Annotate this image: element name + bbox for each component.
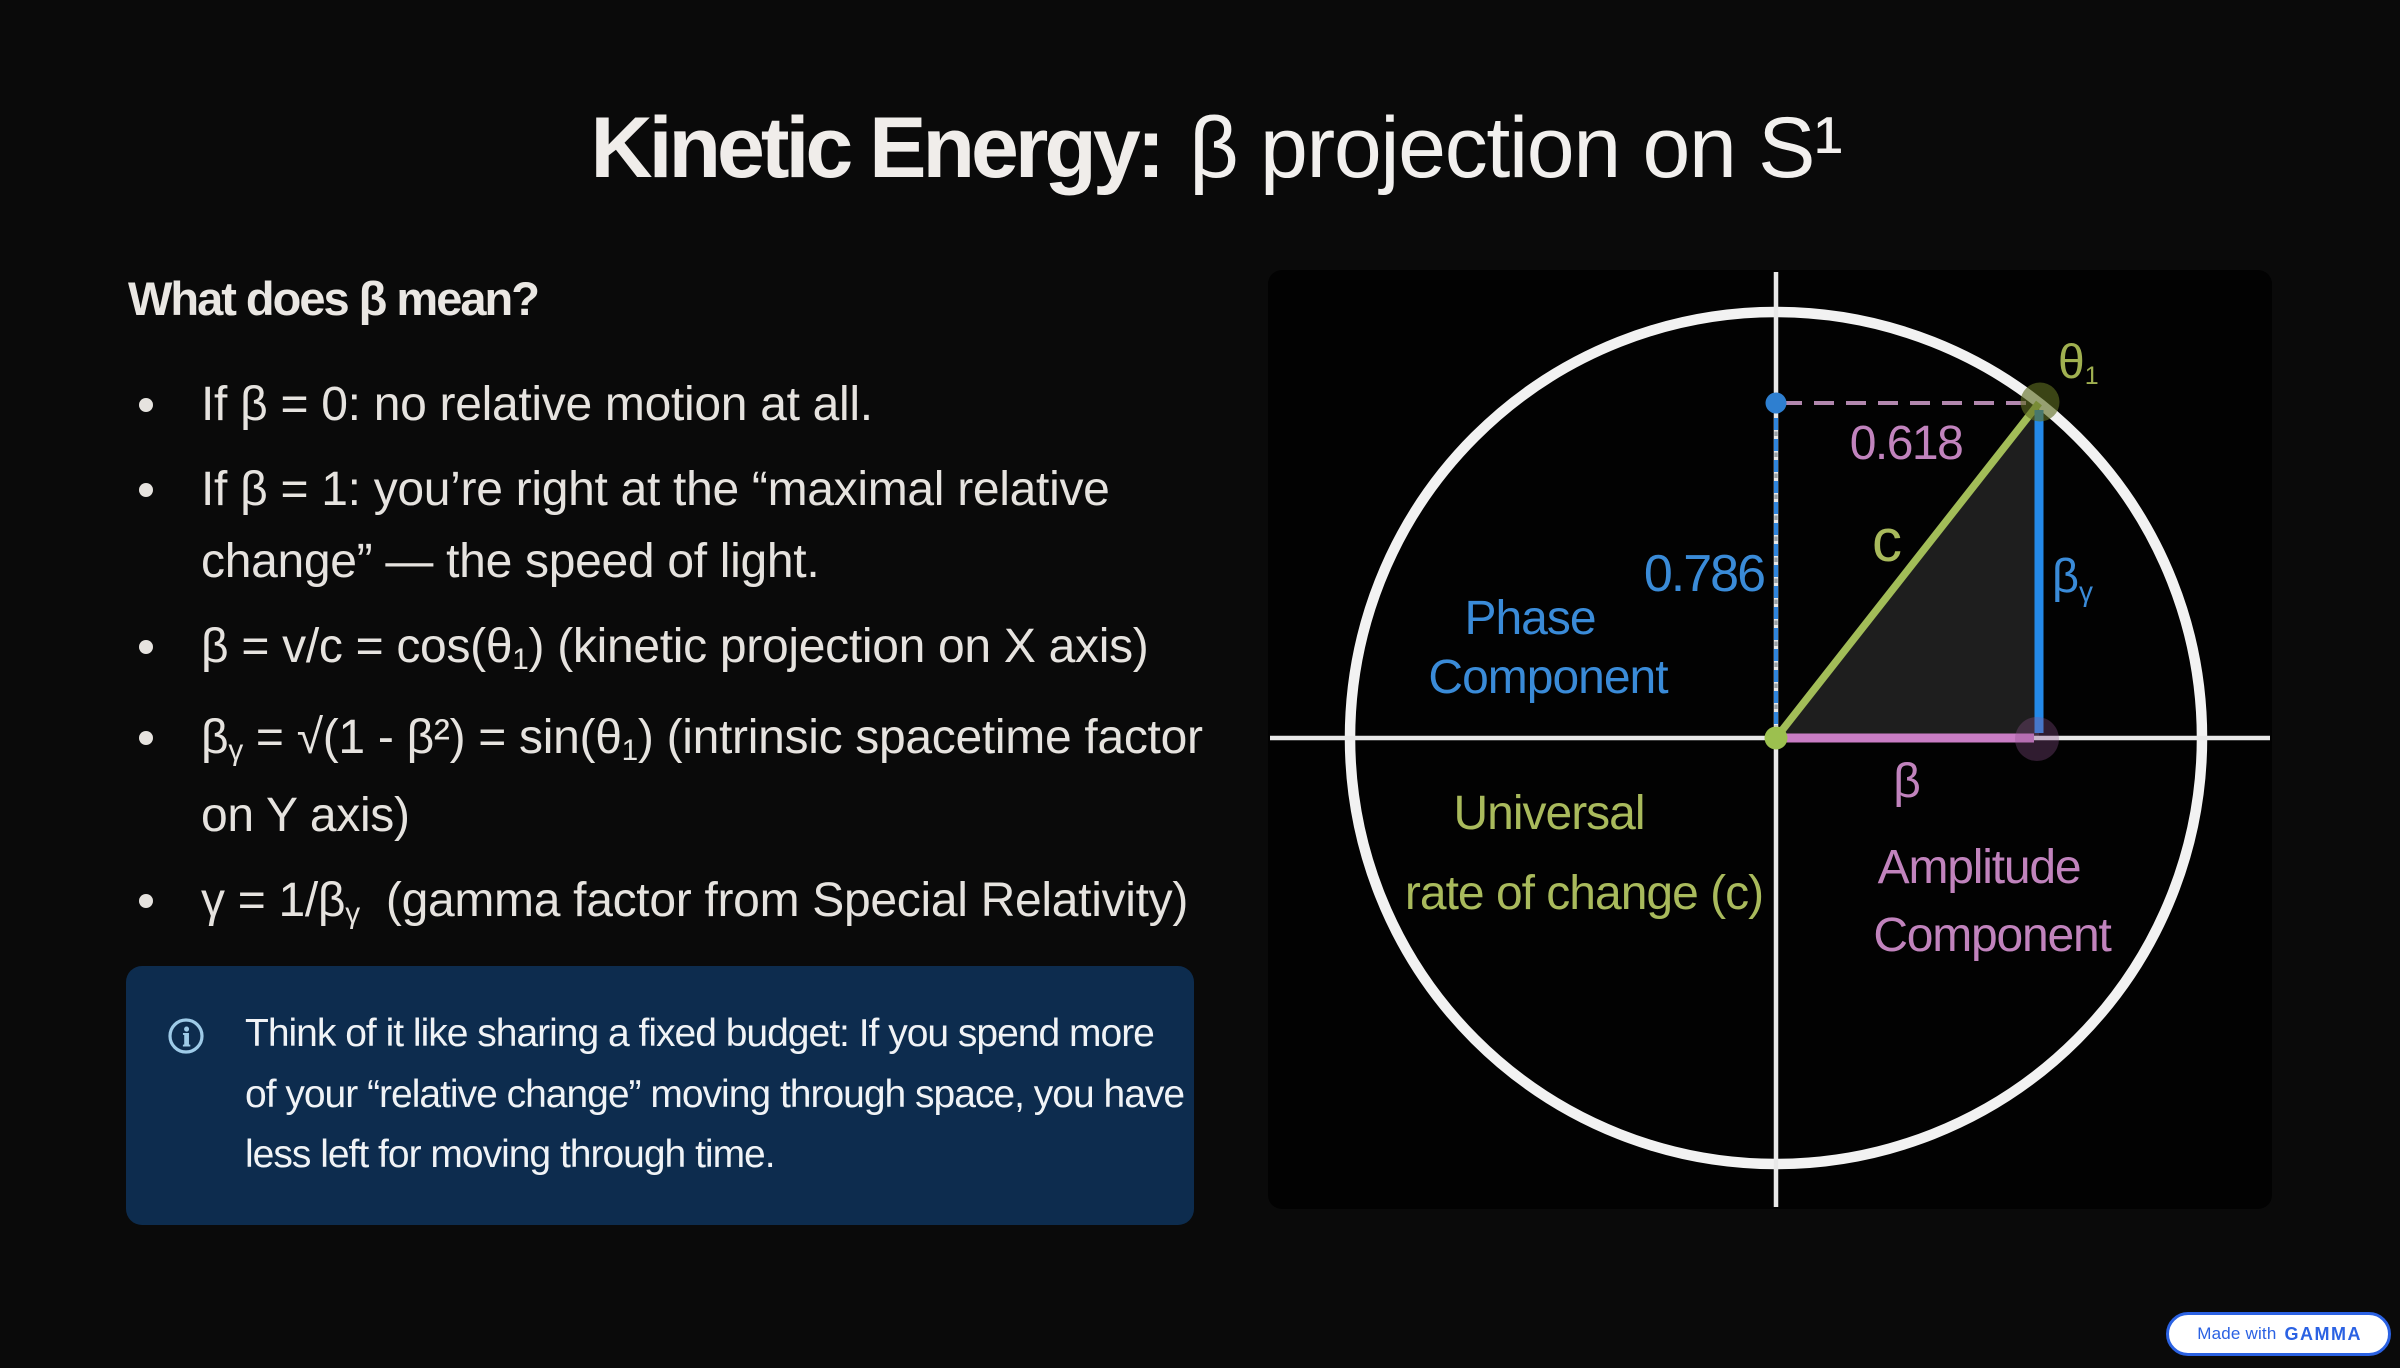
svg-text:Component: Component xyxy=(1428,651,1668,704)
svg-text:β: β xyxy=(1893,755,1921,808)
svg-text:Phase: Phase xyxy=(1464,592,1595,645)
svg-text:Universal: Universal xyxy=(1453,787,1644,840)
svg-text:c: c xyxy=(1872,507,1902,574)
svg-text:0.786: 0.786 xyxy=(1644,545,1764,603)
svg-text:βγ: βγ xyxy=(2052,549,2093,607)
svg-text:Amplitude: Amplitude xyxy=(1878,841,2081,894)
svg-text:0.618: 0.618 xyxy=(1850,417,1963,470)
svg-text:Component: Component xyxy=(1873,909,2111,962)
svg-text:i: i xyxy=(183,1022,191,1052)
svg-text:rate of change (c): rate of change (c) xyxy=(1405,867,1763,920)
